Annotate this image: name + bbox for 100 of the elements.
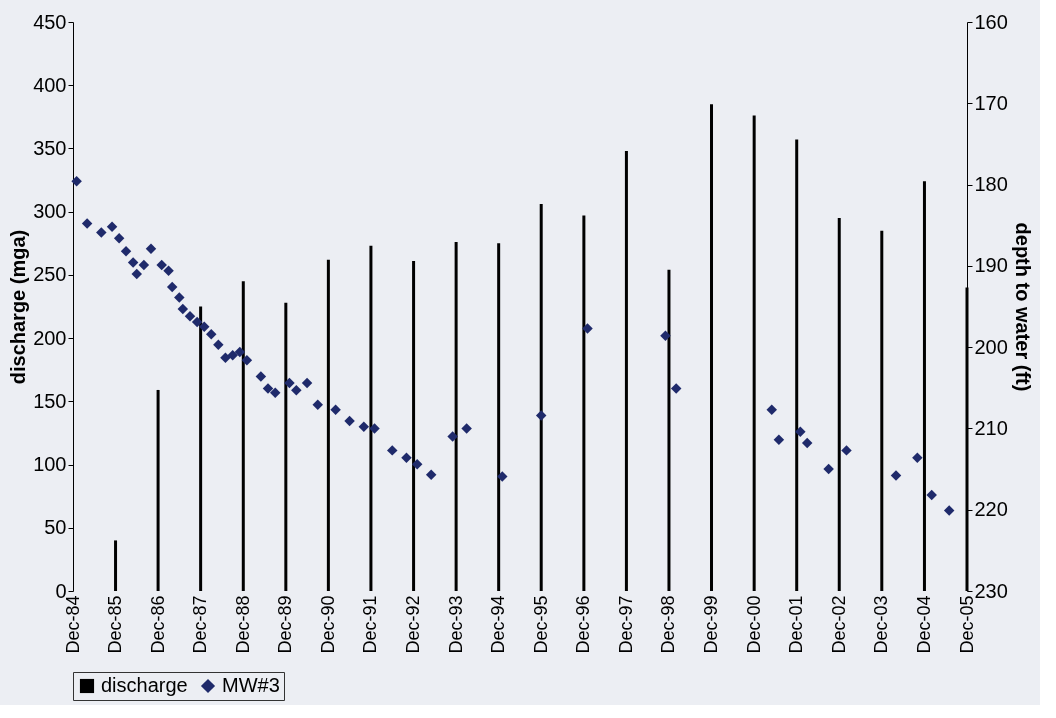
x-tick-label: Dec-01	[786, 595, 807, 654]
point	[205, 328, 217, 340]
point	[369, 423, 380, 434]
bar	[284, 302, 288, 591]
point	[582, 323, 593, 334]
point	[191, 316, 203, 328]
y2-tick-label: 220	[974, 498, 1008, 521]
bar	[795, 139, 799, 591]
point	[96, 227, 107, 238]
point	[890, 470, 902, 481]
x-tick-label: Dec-96	[573, 595, 594, 654]
legend-label: discharge	[101, 674, 188, 696]
y-tick-label: 150	[33, 389, 67, 412]
point	[71, 176, 82, 187]
y2-tick-label: 180	[974, 173, 1008, 196]
x-tick-label: Dec-97	[615, 595, 636, 654]
point	[156, 259, 167, 271]
point	[220, 352, 231, 363]
y2-tick-label: 210	[974, 416, 1008, 439]
bar	[412, 260, 416, 591]
y-tick-label: 100	[33, 453, 67, 476]
point	[213, 339, 224, 350]
x-tick-label: Dec-93	[445, 595, 466, 654]
point	[411, 458, 423, 470]
x-tick-label: Dec-89	[275, 595, 296, 654]
point	[199, 321, 210, 333]
x-tick-label: Dec-86	[147, 595, 168, 654]
bar	[752, 115, 756, 591]
bar	[454, 242, 458, 591]
bar	[880, 230, 884, 591]
bar	[369, 245, 373, 591]
point	[284, 377, 295, 389]
point	[912, 452, 923, 463]
point	[262, 383, 274, 394]
bar	[837, 217, 841, 591]
y-tick-label: 300	[33, 200, 67, 223]
point	[535, 410, 547, 421]
point	[943, 505, 955, 516]
point	[312, 399, 324, 411]
point	[241, 354, 253, 366]
y2-tick-label: 170	[974, 91, 1008, 114]
point	[255, 371, 267, 382]
y-tick-label: 0	[55, 579, 67, 602]
x-tick-label: Dec-98	[658, 595, 679, 654]
x-tick-label: Dec-85	[105, 595, 126, 654]
point	[234, 346, 246, 358]
y-axis-title: discharge (mga)	[7, 229, 30, 385]
y-tick-label: 250	[33, 263, 67, 286]
point	[291, 384, 302, 396]
y2-axis-title: depth to water (ft)	[1011, 222, 1034, 392]
point	[301, 377, 313, 389]
point	[773, 434, 785, 446]
bar	[199, 306, 203, 591]
y-tick-label: 450	[33, 10, 67, 33]
point	[113, 232, 125, 244]
x-tick-label: Dec-87	[190, 595, 211, 654]
y-tick-label: 200	[33, 326, 67, 349]
point	[184, 311, 196, 322]
point	[461, 423, 472, 434]
bar	[922, 181, 926, 591]
x-tick-label: Dec-90	[317, 595, 338, 654]
bar	[582, 215, 586, 591]
bar	[539, 204, 543, 591]
point	[131, 268, 142, 280]
bar	[326, 259, 330, 591]
point	[358, 421, 370, 433]
point	[447, 431, 458, 442]
point	[401, 452, 412, 463]
point	[387, 445, 398, 456]
point	[841, 445, 852, 456]
point	[177, 303, 189, 315]
point	[926, 489, 937, 501]
bar	[667, 269, 671, 591]
point	[106, 221, 118, 233]
point	[163, 265, 174, 276]
bar	[624, 150, 628, 591]
point	[145, 243, 157, 255]
bar	[710, 104, 713, 591]
y2-tick-label: 190	[974, 254, 1008, 277]
legend-label: MW#3	[222, 674, 280, 696]
x-tick-label: Dec-03	[871, 595, 892, 654]
x-tick-label: Dec-04	[913, 595, 934, 654]
y2-tick-label: 230	[974, 579, 1008, 602]
point	[766, 404, 778, 415]
point	[344, 415, 355, 427]
y-tick-label: 400	[33, 73, 67, 96]
bar	[114, 540, 118, 591]
bar	[241, 281, 245, 591]
point	[497, 471, 508, 482]
point	[138, 259, 150, 271]
point	[795, 426, 806, 437]
point	[660, 330, 671, 342]
bar	[497, 243, 501, 591]
point	[670, 383, 682, 394]
x-tick-label: Dec-95	[530, 595, 551, 654]
x-tick-label: Dec-99	[701, 595, 721, 654]
y-tick-label: 350	[33, 136, 67, 159]
x-tick-label: Dec-88	[232, 595, 253, 654]
x-tick-label: Dec-00	[743, 595, 764, 654]
y-tick-label: 50	[44, 516, 67, 539]
